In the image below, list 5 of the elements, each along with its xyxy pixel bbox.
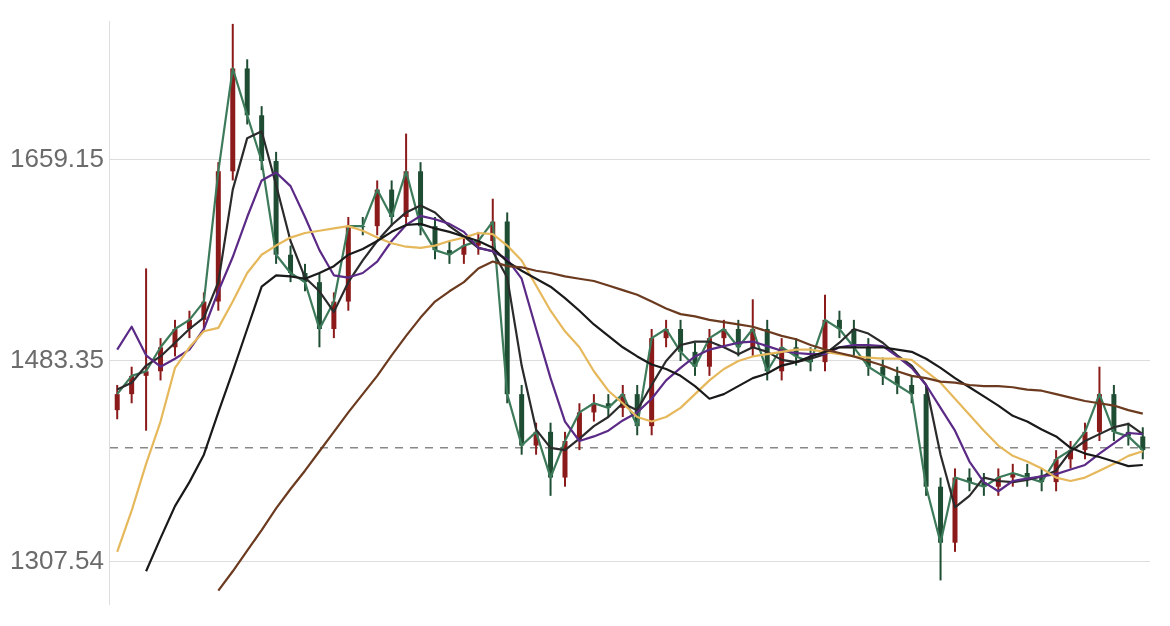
candlestick <box>1140 426 1146 461</box>
y-tick-label: 1483.35 <box>10 343 104 374</box>
candlestick <box>114 383 120 421</box>
y-tick-label: 1307.54 <box>10 544 104 575</box>
y-tick-label: 1659.15 <box>10 142 104 173</box>
